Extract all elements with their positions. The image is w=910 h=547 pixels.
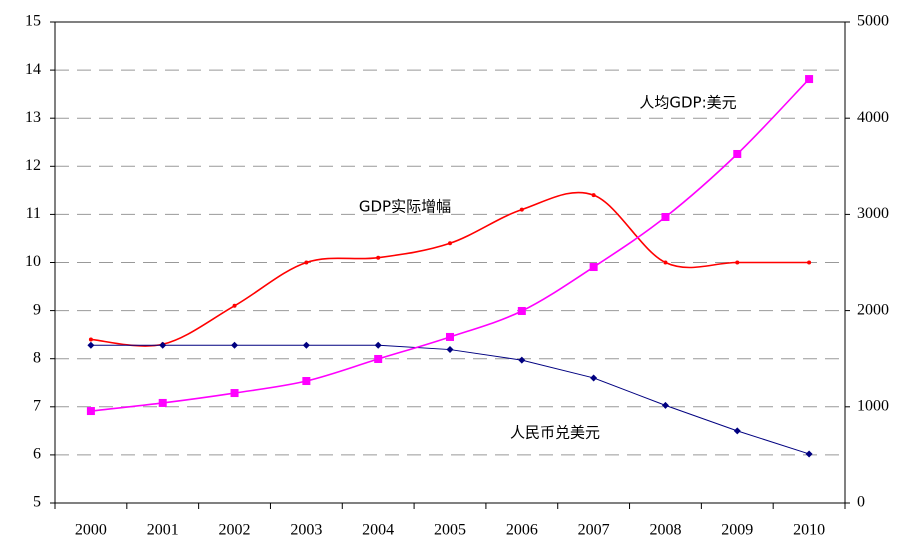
data-point bbox=[446, 332, 454, 341]
y-tick-label: 7 bbox=[33, 397, 41, 414]
data-point bbox=[88, 337, 93, 342]
y-tick-label: 14 bbox=[25, 61, 41, 78]
data-point bbox=[448, 241, 452, 246]
y2-tick-label: 2000 bbox=[857, 301, 889, 318]
x-tick-label: 2008 bbox=[649, 522, 681, 539]
y-tick-label: 10 bbox=[25, 253, 41, 270]
y-tick-label: 8 bbox=[33, 349, 41, 366]
data-point bbox=[446, 346, 454, 354]
data-point bbox=[232, 303, 237, 308]
data-point bbox=[733, 149, 742, 158]
series-label: 人均GDP:美元 bbox=[639, 94, 736, 112]
y2-tick-label: 5000 bbox=[857, 13, 889, 30]
data-point bbox=[589, 263, 598, 272]
y-tick-label: 12 bbox=[25, 157, 41, 174]
data-point bbox=[374, 341, 382, 349]
y-tick-label: 11 bbox=[26, 205, 41, 222]
y-tick-label: 6 bbox=[33, 446, 41, 463]
x-tick-label: 2002 bbox=[219, 522, 251, 539]
series-label: GDP实际增幅 bbox=[359, 198, 451, 216]
data-point bbox=[302, 341, 310, 349]
data-point bbox=[517, 306, 526, 315]
data-point bbox=[661, 401, 669, 409]
y2-tick-label: 1000 bbox=[857, 397, 889, 414]
y2-tick-label: 3000 bbox=[857, 205, 889, 222]
data-point bbox=[519, 207, 524, 212]
y-tick-label: 13 bbox=[25, 109, 41, 126]
data-point bbox=[374, 354, 383, 363]
data-point bbox=[302, 377, 311, 386]
series-line bbox=[90, 78, 810, 412]
data-point bbox=[158, 398, 167, 407]
data-point bbox=[663, 260, 668, 265]
series-label: 人民币兑美元 bbox=[510, 424, 600, 442]
x-tick-label: 2009 bbox=[721, 522, 753, 539]
y2-tick-label: 0 bbox=[857, 494, 865, 511]
series-line bbox=[90, 191, 810, 347]
y2-tick-label: 4000 bbox=[857, 109, 889, 126]
x-tick-label: 2001 bbox=[147, 522, 179, 539]
data-point bbox=[805, 450, 813, 458]
data-point bbox=[376, 255, 381, 260]
data-point bbox=[159, 341, 167, 349]
x-tick-label: 2007 bbox=[578, 522, 610, 539]
data-point bbox=[590, 374, 598, 382]
plot-border bbox=[54, 21, 846, 504]
data-point bbox=[86, 407, 95, 416]
x-tick-label: 2010 bbox=[793, 522, 825, 539]
y-tick-label: 15 bbox=[25, 13, 41, 30]
x-tick-label: 2004 bbox=[362, 522, 394, 539]
x-tick-label: 2003 bbox=[290, 522, 322, 539]
data-point bbox=[518, 356, 526, 364]
y-tick-label: 9 bbox=[33, 301, 41, 318]
data-point bbox=[735, 260, 740, 265]
x-tick-label: 2005 bbox=[434, 522, 466, 539]
y-tick-label: 5 bbox=[33, 494, 41, 511]
x-tick-label: 2006 bbox=[506, 522, 538, 539]
x-tick-label: 2000 bbox=[75, 522, 107, 539]
data-point bbox=[591, 193, 596, 198]
data-point bbox=[230, 389, 239, 398]
data-point bbox=[87, 341, 95, 349]
data-point bbox=[661, 212, 670, 221]
series-line bbox=[90, 344, 810, 455]
data-point bbox=[805, 75, 814, 84]
data-point bbox=[304, 260, 309, 265]
data-point bbox=[733, 427, 741, 435]
data-point bbox=[807, 260, 812, 265]
data-point bbox=[231, 341, 239, 349]
